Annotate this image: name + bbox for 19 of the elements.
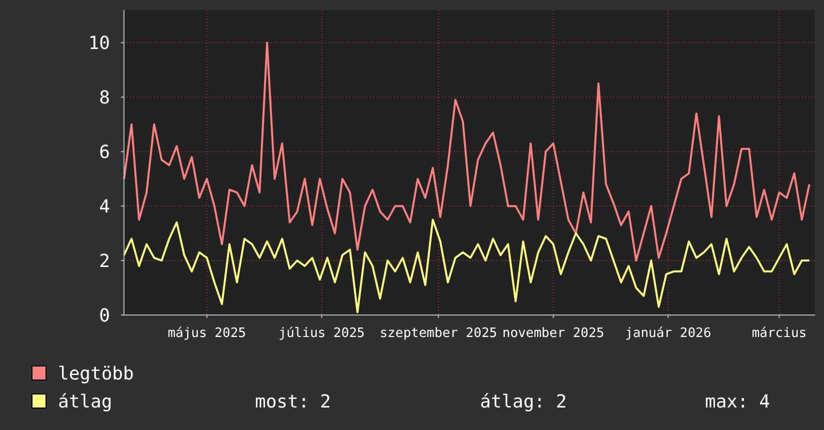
text: max: 4 xyxy=(705,391,770,412)
x-tick-label: november 2025 xyxy=(502,326,604,341)
y-tick-label: 8 xyxy=(99,87,110,108)
text: most: 2 xyxy=(255,391,331,412)
y-tick-label: 4 xyxy=(99,196,110,218)
line-series xyxy=(123,42,810,262)
x-tick-label: március xyxy=(752,326,807,341)
legend-label: legtöbb xyxy=(58,363,134,384)
x-tick-label: szeptember 2025 xyxy=(380,326,498,341)
x-tick-label: május 2025 xyxy=(168,326,246,341)
legend-label: átlag xyxy=(58,391,112,412)
text: átlag: 2 xyxy=(480,391,567,412)
x-tick-label: január 2026 xyxy=(625,326,712,341)
y-tick-label: 6 xyxy=(99,142,110,163)
x-tick-label: július 2025 xyxy=(278,326,365,341)
y-tick-label: 10 xyxy=(88,32,110,54)
y-tick-label: 0 xyxy=(99,305,110,326)
y-tick-label: 2 xyxy=(99,250,110,272)
line-series xyxy=(123,218,810,314)
